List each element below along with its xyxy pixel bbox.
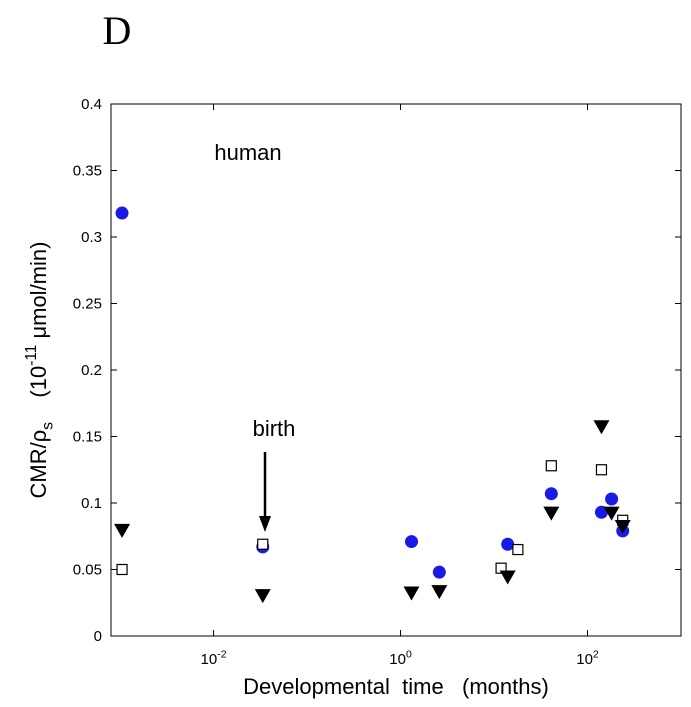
point xyxy=(595,464,608,476)
point xyxy=(501,537,515,551)
point xyxy=(114,523,131,538)
point xyxy=(545,460,557,472)
point xyxy=(614,519,631,534)
point xyxy=(544,487,558,501)
point xyxy=(512,543,524,556)
x-tick-label: 10-2 xyxy=(201,648,227,668)
y-tick-label: 0.2 xyxy=(81,362,102,379)
point xyxy=(254,589,271,604)
y-axis-label: CMR/ρs (10-11 μmol/min) xyxy=(23,242,57,499)
point xyxy=(115,206,129,220)
point xyxy=(404,535,418,549)
y-tick-label: 0.4 xyxy=(81,96,102,113)
point xyxy=(431,585,448,600)
panel-label: D xyxy=(103,8,132,53)
y-tick-label: 0.15 xyxy=(73,429,102,446)
point xyxy=(605,492,619,506)
x-axis-label: Developmental time (months) xyxy=(243,674,549,699)
point xyxy=(593,420,610,435)
point xyxy=(499,570,516,585)
y-tick-label: 0.05 xyxy=(73,562,102,579)
arrow-head xyxy=(259,516,271,532)
y-tick-label: 0.25 xyxy=(73,296,102,313)
point xyxy=(257,538,269,550)
point xyxy=(116,563,128,576)
point xyxy=(543,506,560,521)
point xyxy=(495,562,507,574)
x-tick-label: 100 xyxy=(389,648,412,668)
point xyxy=(432,565,446,579)
point xyxy=(403,586,420,601)
y-tick-label: 0.35 xyxy=(73,163,102,180)
y-tick-label: 0.3 xyxy=(81,229,102,246)
x-tick-label: 102 xyxy=(576,648,599,668)
y-tick-label: 0 xyxy=(94,628,102,645)
point xyxy=(603,506,620,521)
annotation: human xyxy=(214,140,281,165)
annotation: birth xyxy=(253,416,296,441)
point xyxy=(594,505,608,519)
y-tick-label: 0.1 xyxy=(81,495,102,512)
